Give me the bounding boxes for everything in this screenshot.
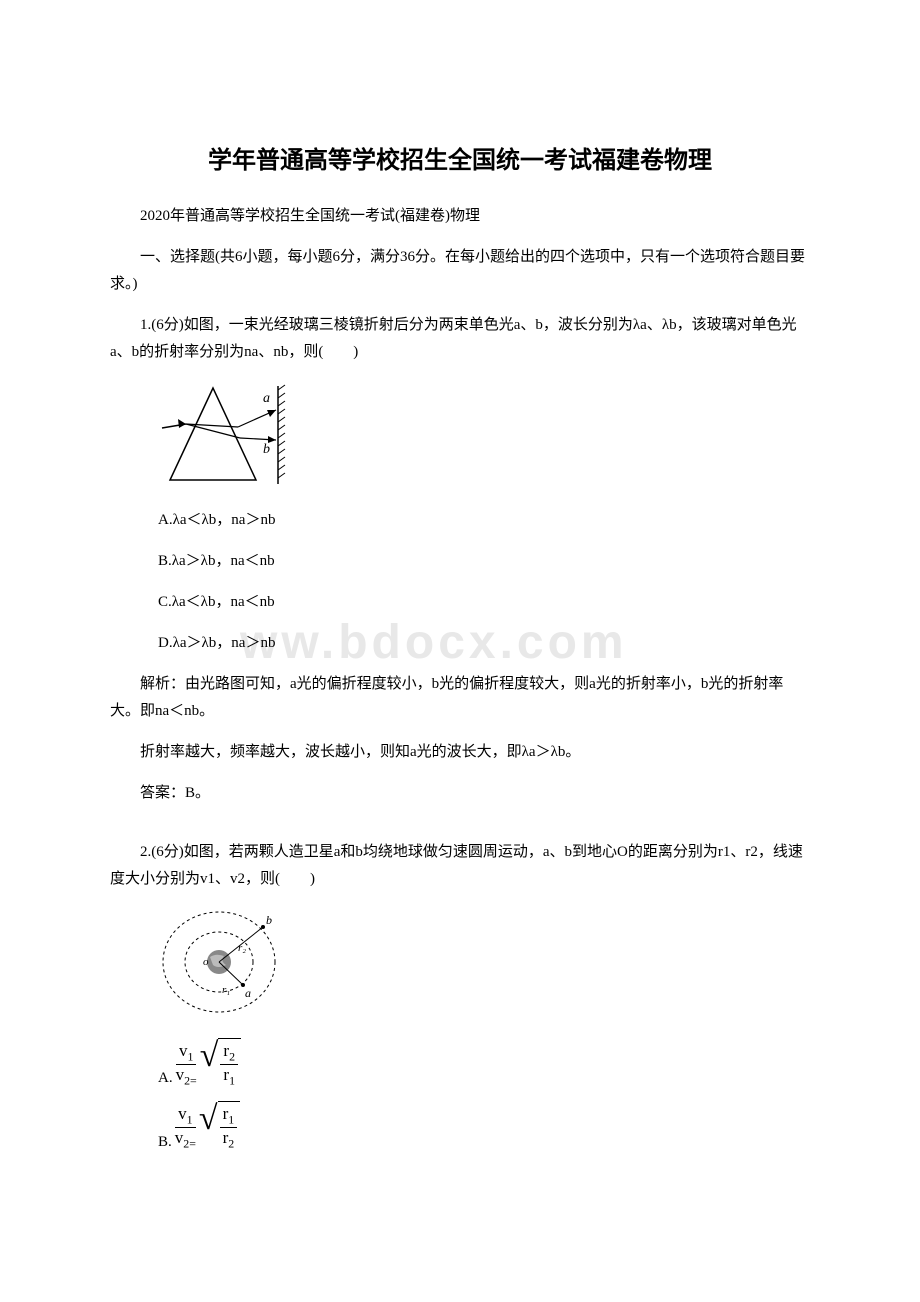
svg-text:o: o [203,956,209,968]
figure-prism: a b [158,380,810,495]
svg-text:a: a [263,391,270,406]
page-title: 学年普通高等学校招生全国统一考试福建卷物理 [110,140,810,175]
svg-text:r₂: r₂ [238,942,246,954]
sqrt-b: √ r1 r2 [199,1101,240,1150]
question-1-text: 1.(6分)如图，一束光经玻璃三棱镜折射后分为两束单色光a、b，波长分别为λa、… [110,312,810,366]
q1-answer: 答案：B。 [110,780,810,807]
q2-option-a: A. v1 v2= √ r2 r1 [158,1038,810,1087]
q2-option-a-prefix: A. [158,1070,173,1087]
q1-option-d: D.λa＞λb，na＞nb [158,630,810,657]
sqrt-a: √ r2 r1 [200,1038,241,1087]
document-content: 学年普通高等学校招生全国统一考试福建卷物理 2020年普通高等学校招生全国统一考… [110,140,810,1151]
q1-analysis-1: 解析：由光路图可知，a光的偏折程度较小，b光的偏折程度较大，则a光的折射率小，b… [110,671,810,725]
fraction-v1-v2-b: v1 v2= [172,1104,199,1150]
svg-text:r₁: r₁ [222,984,230,996]
q1-option-b: B.λa＞λb，na＜nb [158,548,810,575]
svg-text:b: b [266,913,272,927]
q1-analysis-2: 折射率越大，频率越大，波长越小，则知a光的波长大，即λa＞λb。 [110,739,810,766]
q1-option-a: A.λa＜λb，na＞nb [158,507,810,534]
figure-orbit: o r₁ r₂ a b [158,907,810,1022]
svg-text:a: a [245,986,251,1000]
svg-text:b: b [263,442,270,457]
question-2-text: 2.(6分)如图，若两颗人造卫星a和b均绕地球做匀速圆周运动，a、b到地心O的距… [110,839,810,893]
section-intro: 一、选择题(共6小题，每小题6分，满分36分。在每小题给出的四个选项中，只有一个… [110,244,810,298]
q2-option-b: B. v1 v2= √ r1 r2 [158,1101,810,1150]
q1-option-c: C.λa＜λb，na＜nb [158,589,810,616]
fraction-v1-v2-a: v1 v2= [173,1041,200,1087]
subtitle: 2020年普通高等学校招生全国统一考试(福建卷)物理 [110,203,810,230]
q2-option-b-prefix: B. [158,1134,172,1151]
